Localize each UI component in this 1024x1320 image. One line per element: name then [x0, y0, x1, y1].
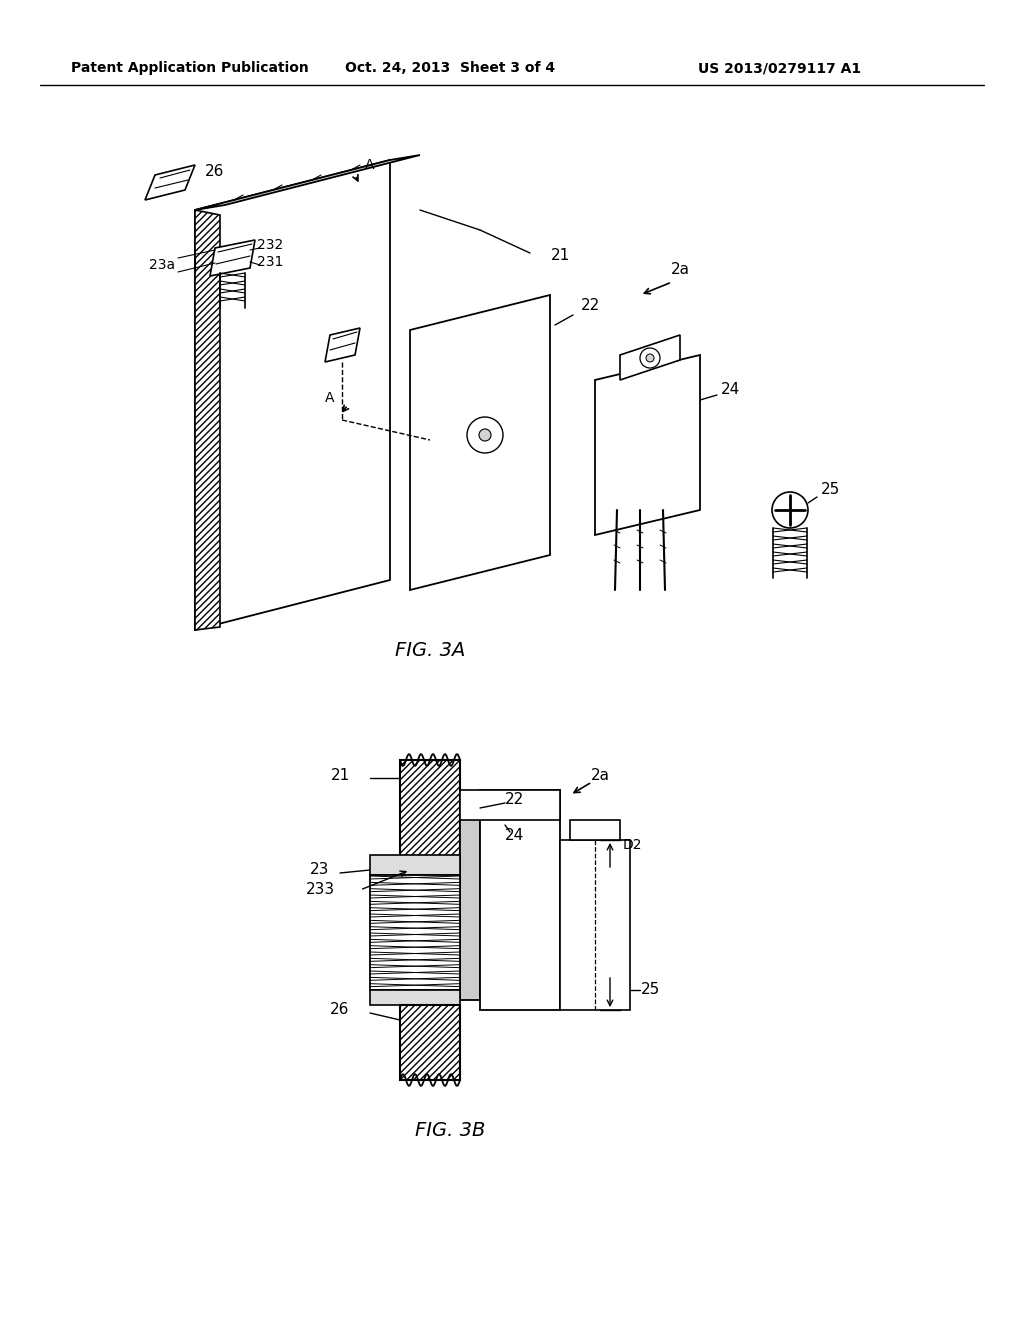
Polygon shape: [410, 294, 550, 590]
Text: FIG. 3B: FIG. 3B: [415, 1121, 485, 1139]
Text: 22: 22: [581, 297, 600, 313]
Circle shape: [640, 348, 660, 368]
Text: 26: 26: [331, 1002, 349, 1018]
Text: US 2013/0279117 A1: US 2013/0279117 A1: [698, 61, 861, 75]
Text: 24: 24: [720, 383, 739, 397]
Text: 23a: 23a: [148, 257, 175, 272]
Circle shape: [772, 492, 808, 528]
Text: 22: 22: [506, 792, 524, 808]
Text: 21: 21: [550, 248, 569, 263]
Circle shape: [467, 417, 503, 453]
Polygon shape: [480, 789, 560, 1010]
Polygon shape: [195, 210, 220, 630]
Polygon shape: [620, 335, 680, 380]
Polygon shape: [370, 875, 460, 990]
Text: 26: 26: [206, 165, 224, 180]
Polygon shape: [570, 820, 620, 840]
Polygon shape: [210, 240, 255, 276]
Circle shape: [479, 429, 490, 441]
Text: Oct. 24, 2013  Sheet 3 of 4: Oct. 24, 2013 Sheet 3 of 4: [345, 61, 555, 75]
Polygon shape: [195, 154, 420, 210]
Polygon shape: [400, 1005, 460, 1080]
Text: Patent Application Publication: Patent Application Publication: [71, 61, 309, 75]
Polygon shape: [595, 355, 700, 535]
Text: 232: 232: [257, 238, 283, 252]
Text: 25: 25: [820, 483, 840, 498]
Text: 231: 231: [257, 255, 284, 269]
Text: 2a: 2a: [591, 767, 609, 783]
Polygon shape: [400, 760, 460, 861]
Text: 233: 233: [305, 883, 335, 898]
Polygon shape: [460, 789, 560, 820]
Polygon shape: [325, 327, 360, 362]
Polygon shape: [370, 855, 460, 875]
Text: A: A: [326, 391, 335, 405]
Text: 21: 21: [331, 767, 349, 783]
Text: FIG. 3A: FIG. 3A: [395, 640, 465, 660]
Polygon shape: [145, 165, 195, 201]
Text: 23: 23: [310, 862, 330, 878]
Text: 2a: 2a: [671, 263, 689, 277]
Polygon shape: [560, 840, 630, 1010]
Circle shape: [646, 354, 654, 362]
Polygon shape: [370, 990, 460, 1005]
Polygon shape: [460, 800, 480, 1001]
Text: 25: 25: [640, 982, 659, 998]
Text: D2: D2: [623, 838, 642, 851]
Polygon shape: [195, 160, 390, 630]
Text: 24: 24: [506, 828, 524, 842]
Text: A: A: [366, 158, 375, 172]
